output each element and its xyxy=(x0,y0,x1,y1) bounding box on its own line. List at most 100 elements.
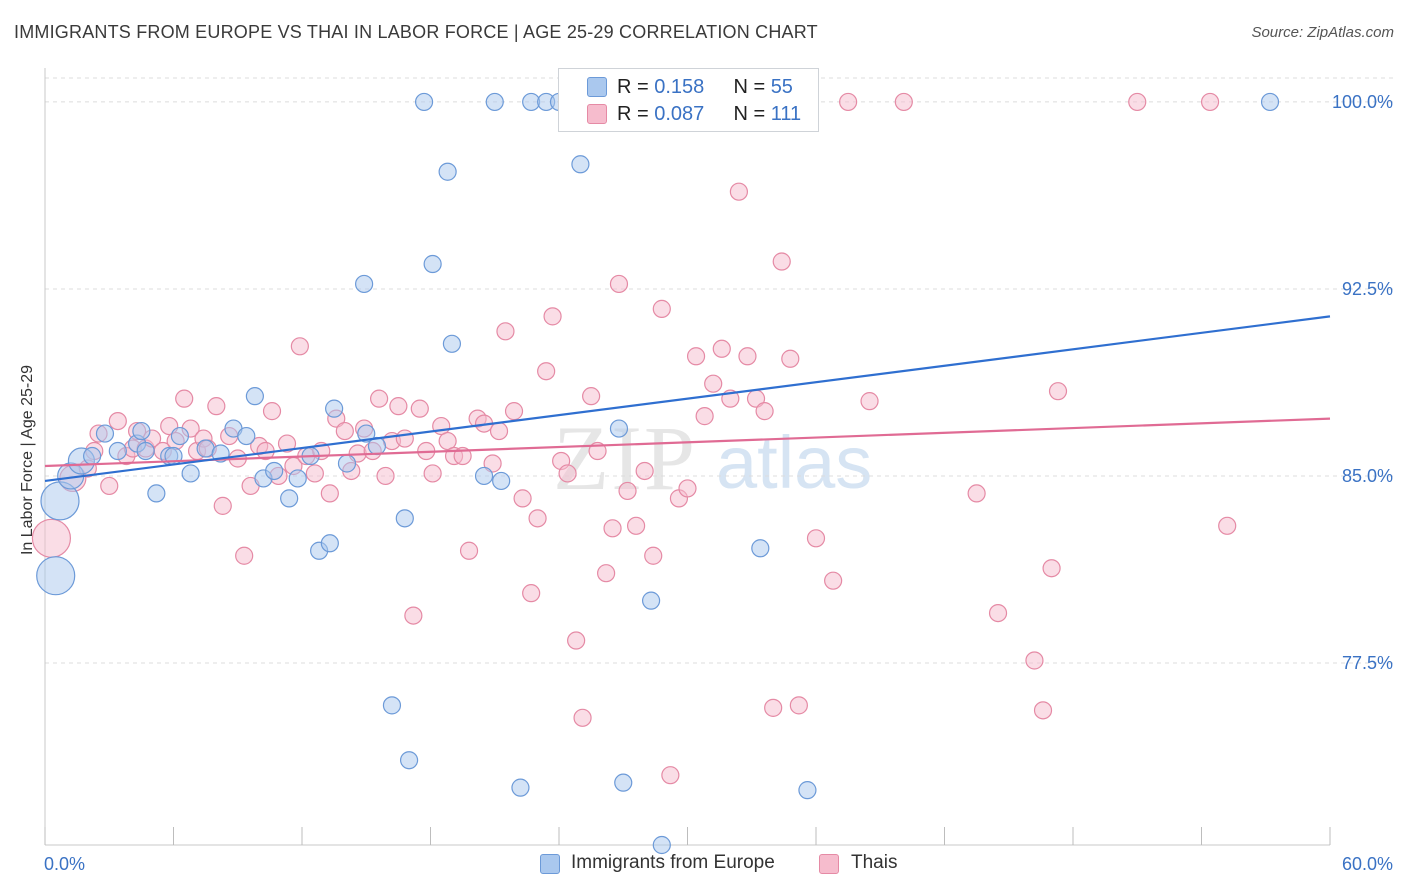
europe-point xyxy=(95,424,115,443)
thais-point xyxy=(772,252,791,271)
europe-point xyxy=(320,534,339,553)
thais-point xyxy=(626,516,646,535)
thais-point xyxy=(839,92,858,112)
gridlines xyxy=(45,77,1394,664)
thais-point xyxy=(370,389,389,408)
thais-point xyxy=(806,529,826,548)
thais-point xyxy=(305,464,324,483)
y-tick-label: 92.5% xyxy=(1342,279,1393,299)
thais-point xyxy=(695,407,714,426)
thais-point xyxy=(712,339,731,358)
legend-n-value: 111 xyxy=(770,103,802,125)
x-tick-label: 60.0% xyxy=(1342,854,1393,874)
thais-point xyxy=(967,484,986,503)
bottom-legend-swatch-thais xyxy=(819,854,839,874)
trend-lines xyxy=(44,315,1331,483)
europe-point xyxy=(395,509,414,528)
thais-point xyxy=(108,411,127,431)
europe-point xyxy=(1260,92,1280,112)
thais-point xyxy=(1025,651,1044,670)
europe-point xyxy=(492,471,511,491)
europe-point xyxy=(423,254,442,274)
thais-point xyxy=(504,402,524,421)
thais-point xyxy=(988,603,1008,623)
thais-point xyxy=(755,402,774,421)
thais-point xyxy=(235,546,254,565)
thais-point xyxy=(597,564,616,583)
thais-point xyxy=(320,484,339,503)
europe-points xyxy=(36,92,1280,855)
thais-point xyxy=(1218,516,1237,535)
bottom-legend-swatch-europe xyxy=(540,854,560,874)
thais-point xyxy=(678,479,697,498)
thais-point xyxy=(438,431,457,451)
thais-point xyxy=(738,347,757,366)
europe-point xyxy=(36,556,76,596)
thais-point xyxy=(824,571,843,590)
europe-point xyxy=(237,426,256,446)
thais-point xyxy=(661,766,680,785)
legend-swatch-europe xyxy=(587,77,607,97)
y-tick-label: 85.0% xyxy=(1342,466,1393,486)
correlation-legend: R = 0.158 N = 55 R = 0.087 N = 111 xyxy=(558,68,819,132)
europe-point xyxy=(438,162,457,181)
europe-trend-line xyxy=(44,315,1331,483)
europe-point xyxy=(399,751,419,770)
thais-point xyxy=(603,519,622,538)
x-tick-label: 0.0% xyxy=(44,854,85,874)
legend-row-thais: R = 0.087 N = 111 xyxy=(617,103,801,126)
thais-point xyxy=(1042,559,1061,578)
thais-point xyxy=(781,349,800,368)
thais-point xyxy=(175,389,194,408)
thais-point xyxy=(100,476,119,496)
thais-point xyxy=(522,584,541,603)
bottom-legend-europe: Immigrants from Europe xyxy=(571,852,775,873)
europe-point xyxy=(571,155,590,174)
europe-point xyxy=(170,426,190,446)
legend-r-label: R = xyxy=(617,103,655,125)
thais-point xyxy=(404,606,423,625)
bottom-legend-thais: Thais xyxy=(851,852,898,873)
chart-title: IMMIGRANTS FROM EUROPE VS THAI IN LABOR … xyxy=(14,22,818,42)
europe-point xyxy=(652,835,671,855)
europe-point xyxy=(609,419,629,438)
europe-point xyxy=(325,399,344,418)
thais-trend-line xyxy=(44,417,1331,468)
thais-point xyxy=(277,434,297,453)
europe-point xyxy=(485,92,504,112)
thais-point xyxy=(389,397,408,416)
europe-point xyxy=(132,421,151,441)
europe-point xyxy=(798,781,817,800)
y-tick-label: 77.5% xyxy=(1342,653,1393,673)
europe-point xyxy=(414,92,434,112)
thais-point xyxy=(729,182,749,201)
thais-point xyxy=(860,392,879,411)
thais-point xyxy=(1200,92,1220,112)
thais-point xyxy=(704,374,723,393)
legend-r-value: 0.087 xyxy=(654,103,705,125)
europe-point xyxy=(288,469,307,488)
thais-point xyxy=(543,307,562,326)
europe-point xyxy=(382,696,402,715)
thais-point xyxy=(395,429,414,448)
watermark-atlas: atlas xyxy=(716,421,873,504)
thais-point xyxy=(31,518,72,558)
thais-point xyxy=(567,631,586,650)
europe-point xyxy=(751,539,770,558)
thais-point xyxy=(894,92,913,112)
legend-row-europe: R = 0.158 N = 55 xyxy=(617,76,793,99)
thais-point xyxy=(1033,701,1053,720)
europe-point xyxy=(245,387,264,406)
thais-point xyxy=(483,454,502,473)
legend-n-value: 55 xyxy=(770,76,793,98)
europe-point xyxy=(108,441,127,461)
europe-point xyxy=(474,466,494,486)
tick-labels: 77.5% 85.0% 92.5% 100.0% 0.0% 60.0% xyxy=(44,92,1393,874)
europe-point xyxy=(355,274,374,294)
thais-point xyxy=(573,708,592,727)
source-credit: Source: ZipAtlas.com xyxy=(1251,24,1394,41)
y-axis-title: In Labor Force | Age 25-29 xyxy=(19,364,36,556)
thais-point xyxy=(609,274,629,294)
axes xyxy=(44,68,1331,846)
